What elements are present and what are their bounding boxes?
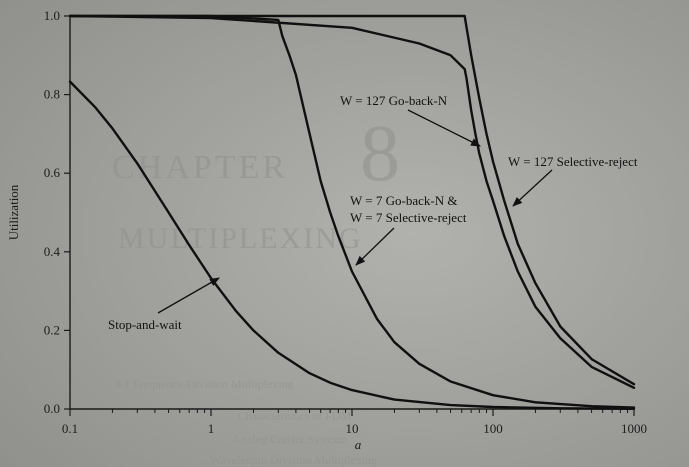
label-stop-and-wait: Stop-and-wait [108,317,182,332]
series-line-1 [68,80,636,410]
y-axis-title: Utilization [6,184,21,240]
axes: 0.0 0.2 0.4 0.6 0.8 1.0 0.1 1 10 100 1000 Utilizati… [6,8,647,452]
x-tick-label: 1000 [621,421,647,436]
bleed-through-text: CHAPTER 8 MULTIPLEXING 8.1 Frequency Div… [112,110,400,467]
ghost-heading: MULTIPLEXING [118,222,363,255]
series-line-2 [68,14,636,409]
x-tick-label: 0.1 [62,421,78,436]
arrow-w127-selective [512,169,553,207]
label-w7-line1: W = 7 Go-back-N & [350,193,457,208]
curves [68,14,636,410]
ghost-line-3: Analog Carrier Systems [232,432,348,446]
y-tick-label: 0.4 [44,244,61,259]
y-tick-label: 0.2 [44,322,60,337]
ghost-line-2: Characteristics of FDM [238,409,352,423]
ghost-chapter-word: CHAPTER [112,149,288,186]
y-tick-label: 0.0 [44,401,60,416]
y-tick-label: 0.8 [44,87,60,102]
label-w7-line2: W = 7 Selective-reject [350,210,467,225]
x-tick-label: 1 [208,421,215,436]
label-w127-gobackn: W = 127 Go-back-N [340,93,448,108]
arrow-w7 [355,227,395,266]
x-axis-title: a [355,437,362,452]
ghost-line-1: 8.1 Frequency Division Multiplexing [115,377,294,391]
arrow-w127-gobackn [407,109,481,147]
y-tick-label: 1.0 [44,8,60,23]
arrow-stop-and-wait [157,277,220,314]
ghost-line-4: Wavelength Division Multiplexing [210,453,377,467]
ghost-chapter-number: 8 [360,110,400,198]
x-tick-label: 100 [483,421,503,436]
annotations: W = 127 Go-back-N W = 127 Selective-reje… [108,93,638,332]
x-tick-label: 10 [346,421,359,436]
y-tick-label: 0.6 [44,165,61,180]
label-w127-selective: W = 127 Selective-reject [508,154,638,169]
series-line-4 [68,14,636,386]
